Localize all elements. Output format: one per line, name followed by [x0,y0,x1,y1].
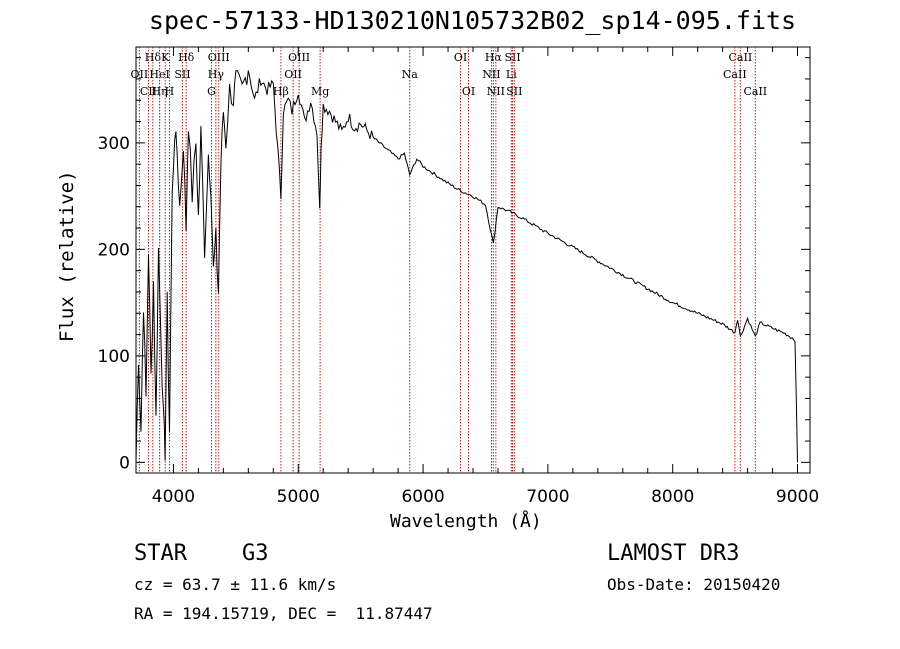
line-marker-label: Hη [151,85,167,98]
spectrum-line [135,70,798,463]
line-marker-label: Mg [311,85,329,98]
line-marker-label: CaII [723,68,747,81]
line-marker-label: Hα [485,51,503,64]
velocity-readout: cz = 63.7 ± 11.6 km/s [134,575,337,594]
survey-name: LAMOST DR3 [607,541,740,566]
obs-date: Obs-Date: 20150420 [607,575,781,594]
y-tick-label: 0 [119,453,130,473]
spectral-subclass: G3 [242,541,269,566]
line-marker-label: NII [487,85,505,98]
line-marker-label: SII [504,51,520,64]
x-axis-label: Wavelength (Å) [390,511,542,532]
line-marker-label: OI [462,85,475,98]
line-marker-label: OI [454,51,467,64]
line-marker-label: Hγ [208,68,225,81]
line-marker-label: OIII [208,51,230,64]
y-tick-label: 300 [98,134,130,154]
x-tick-label: 5000 [277,487,320,507]
line-marker-label: G [207,85,216,98]
x-tick-label: 4000 [152,487,195,507]
y-axis-label: Flux (relative) [56,170,78,342]
line-marker-label: CII [140,85,157,98]
line-marker-label: OII [284,68,302,81]
line-marker-label: Li [506,68,517,81]
x-tick-label: 9000 [776,487,819,507]
object-type: STAR [134,541,187,566]
x-tick-label: 6000 [401,487,444,507]
line-marker-label: CaII [729,51,753,64]
line-marker-label: SII [174,68,190,81]
line-marker-label: Hδ [145,51,162,64]
line-marker-label: H [165,85,175,98]
plot-frame [135,46,811,474]
coordinates: RA = 194.15719, DEC = 11.87447 [134,604,433,623]
line-marker-label: NII [482,68,500,81]
line-marker-label: OIII [288,51,310,64]
x-tick-label: 8000 [651,487,694,507]
line-marker-label: K [161,51,170,64]
line-marker-label: CaII [743,85,767,98]
line-marker-label: Hβ [273,85,289,98]
y-tick-label: 200 [98,240,130,260]
line-marker-label: OII [131,68,149,81]
line-marker-label: Hδ [178,51,195,64]
line-marker-label: Na [402,68,419,81]
y-tick-label: 100 [98,347,130,367]
x-tick-label: 7000 [526,487,569,507]
line-marker-label: SII [506,85,522,98]
axis-ticks: 4000 5000 6000 7000 8000 9000 0 100 200 300 [98,47,819,507]
chart-title: spec-57133-HD130210N105732B02_sp14-095.f… [148,6,797,35]
